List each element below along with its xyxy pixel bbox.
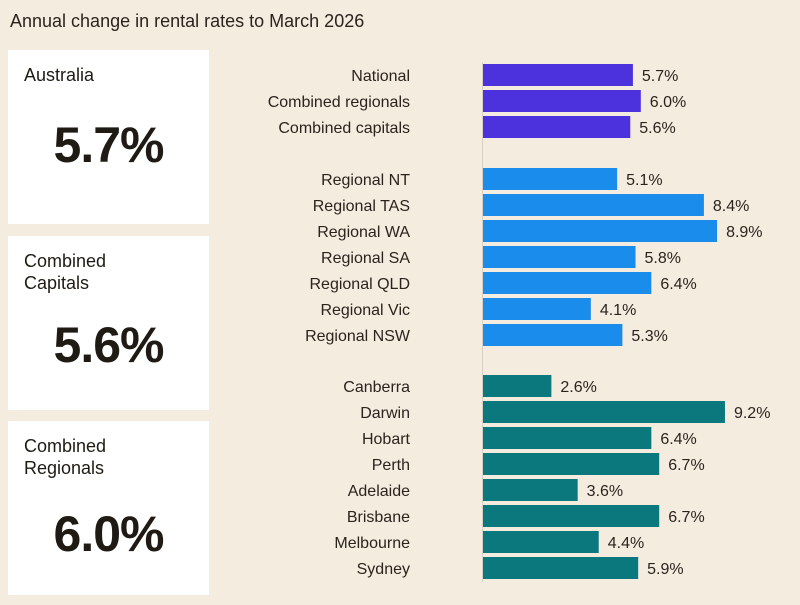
- bar: [483, 531, 599, 553]
- bar: [483, 557, 639, 579]
- data-label: 9.2%: [734, 405, 770, 422]
- bar: [483, 116, 631, 138]
- data-label: 5.1%: [626, 172, 662, 189]
- card-label: Australia: [24, 65, 95, 85]
- bar: [483, 194, 704, 216]
- category-label: Regional SA: [321, 250, 410, 267]
- category-label: Sydney: [357, 561, 410, 578]
- data-label: 8.9%: [726, 224, 762, 241]
- card-combined-capitals: Combined Capitals 5.6%: [8, 236, 209, 410]
- bar: [483, 272, 652, 294]
- data-label: 5.9%: [647, 561, 683, 578]
- card-value: 5.7%: [53, 117, 165, 173]
- data-label: 2.6%: [560, 379, 596, 396]
- bar: [483, 168, 618, 190]
- data-label: 6.4%: [660, 431, 696, 448]
- card-value: 6.0%: [53, 506, 165, 562]
- data-label: 6.7%: [668, 509, 704, 526]
- bar: [483, 64, 633, 86]
- category-label: Darwin: [360, 405, 410, 422]
- category-label: Adelaide: [348, 483, 410, 500]
- chart-title: Annual change in rental rates to March 2…: [10, 11, 365, 31]
- category-label: Regional WA: [317, 224, 410, 241]
- category-label: Melbourne: [334, 535, 410, 552]
- card-value: 5.6%: [53, 317, 165, 373]
- data-label: 6.0%: [650, 94, 686, 111]
- category-label: Regional NT: [321, 172, 410, 189]
- category-label: Regional NSW: [305, 328, 411, 345]
- bar: [483, 246, 636, 268]
- bar: [483, 375, 552, 397]
- data-label: 5.3%: [631, 328, 667, 345]
- category-label: Hobart: [362, 431, 411, 448]
- bar: [483, 90, 641, 112]
- category-label: Regional Vic: [320, 302, 410, 319]
- data-label: 4.1%: [600, 302, 636, 319]
- data-label: 5.8%: [645, 250, 681, 267]
- category-label: Brisbane: [347, 509, 410, 526]
- data-label: 5.7%: [642, 68, 678, 85]
- category-label: Canberra: [343, 379, 410, 396]
- data-label: 5.6%: [639, 120, 675, 137]
- bar: [483, 427, 652, 449]
- data-label: 4.4%: [608, 535, 644, 552]
- card-label: Combined Regionals: [24, 436, 107, 478]
- data-label: 3.6%: [587, 483, 623, 500]
- bar: [483, 453, 660, 475]
- data-label: 6.4%: [660, 276, 696, 293]
- category-label: Regional QLD: [310, 276, 411, 293]
- bar: [483, 298, 591, 320]
- bar: [483, 324, 623, 346]
- category-label: Combined regionals: [268, 94, 410, 111]
- card-australia: Australia 5.7%: [8, 50, 209, 224]
- category-label: Perth: [372, 457, 410, 474]
- data-label: 8.4%: [713, 198, 749, 215]
- bar: [483, 505, 660, 527]
- category-label: Regional TAS: [313, 198, 410, 215]
- bar: [483, 220, 718, 242]
- card-label: Combined Capitals: [24, 251, 107, 293]
- category-label: Combined capitals: [278, 120, 410, 137]
- bar: [483, 479, 578, 501]
- bar: [483, 401, 725, 423]
- category-label: National: [351, 68, 410, 85]
- card-combined-regionals: Combined Regionals 6.0%: [8, 421, 209, 595]
- data-label: 6.7%: [668, 457, 704, 474]
